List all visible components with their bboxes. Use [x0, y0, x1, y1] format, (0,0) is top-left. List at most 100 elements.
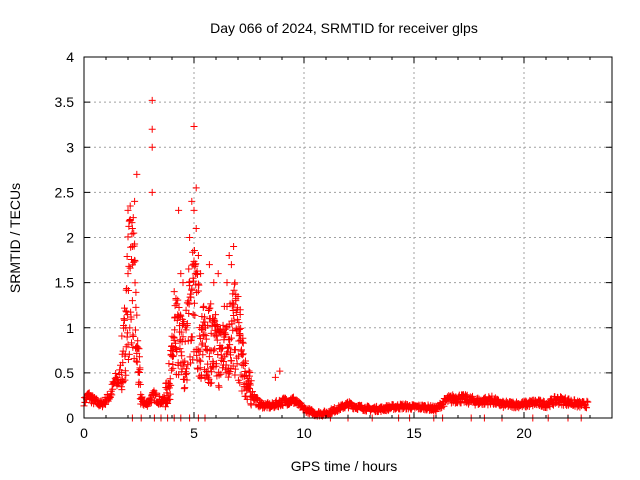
data-point [582, 404, 590, 412]
data-point [200, 331, 208, 339]
data-point [134, 337, 142, 345]
data-point [289, 393, 297, 401]
data-point [125, 262, 133, 270]
x-tick-labels: 0 5 10 15 20 [80, 425, 532, 441]
data-point [207, 364, 215, 372]
data-point [179, 333, 187, 341]
data-point [209, 347, 217, 355]
data-point [169, 352, 177, 360]
data-point [238, 351, 246, 359]
data-point [128, 297, 136, 305]
data-point [185, 300, 193, 308]
data-point [208, 379, 216, 387]
data-point [241, 357, 249, 365]
y-tick-label: 2.5 [55, 184, 75, 200]
data-point [225, 369, 233, 377]
data-point [192, 184, 200, 192]
data-point [199, 351, 207, 359]
data-point [214, 351, 222, 359]
y-tick-label: 4 [66, 49, 74, 65]
data-point [177, 312, 185, 320]
data-point [206, 304, 214, 312]
data-point [124, 341, 132, 349]
data-point [239, 339, 247, 347]
data-point [214, 270, 222, 278]
data-point [240, 359, 248, 367]
data-point [175, 304, 183, 312]
data-point [183, 376, 191, 384]
data-point [132, 288, 140, 296]
data-point [121, 376, 129, 384]
axis-ticks [83, 56, 612, 419]
data-point [109, 385, 117, 393]
data-point [118, 386, 126, 394]
data-point [189, 248, 197, 256]
data-point [210, 279, 218, 287]
data-point [117, 369, 125, 377]
data-point [131, 197, 139, 205]
data-point [193, 288, 201, 296]
data-point [180, 318, 188, 326]
data-point [133, 311, 141, 319]
data-point [185, 310, 193, 317]
data-point [173, 300, 181, 308]
data-point [131, 326, 139, 334]
data-point [148, 188, 156, 196]
data-point [202, 335, 210, 343]
data-point [125, 350, 133, 358]
data-point [148, 143, 156, 151]
data-point [129, 333, 137, 341]
data-point [215, 371, 223, 379]
x-tick-label: 10 [296, 425, 312, 441]
data-point [122, 371, 130, 379]
data-point [131, 279, 139, 287]
data-point [165, 360, 173, 368]
data-point [127, 243, 135, 251]
data-point [175, 206, 183, 214]
data-point [229, 326, 237, 334]
data-point [226, 368, 234, 376]
data-point [179, 358, 187, 366]
data-point [195, 281, 203, 289]
data-point [196, 347, 204, 355]
x-tick-label: 0 [80, 425, 88, 441]
y-tick-label: 3 [66, 139, 74, 155]
data-point [231, 346, 239, 354]
data-point [212, 360, 220, 368]
data-point [120, 304, 128, 312]
data-point [130, 229, 138, 237]
data-point [124, 329, 132, 337]
data-point [197, 357, 205, 365]
data-point [182, 326, 190, 334]
data-point [122, 307, 130, 315]
data-point [227, 357, 235, 365]
data-point [221, 353, 229, 361]
data-point [124, 206, 132, 214]
data-point [175, 371, 183, 379]
y-tick-label: 2 [66, 230, 74, 246]
data-point [212, 311, 220, 319]
data-point [230, 300, 238, 308]
data-point [124, 270, 132, 278]
data-point [211, 345, 219, 353]
data-point [219, 321, 227, 329]
x-tick-label: 5 [190, 425, 198, 441]
data-point [243, 395, 251, 403]
data-point [156, 392, 164, 400]
data-point [200, 302, 208, 310]
x-axis-label: GPS time / hours [291, 458, 398, 474]
data-point [164, 399, 172, 407]
data-point [202, 345, 210, 353]
data-point [166, 390, 174, 398]
data-point [189, 310, 197, 318]
data-point [233, 360, 241, 368]
data-point [227, 261, 235, 269]
data-point [203, 371, 211, 379]
data-point [168, 353, 176, 361]
data-point [183, 320, 191, 328]
data-point [148, 96, 156, 104]
data-point [235, 319, 243, 327]
y-tick-label: 3.5 [55, 94, 75, 110]
data-point [249, 388, 257, 396]
data-point [271, 373, 279, 381]
